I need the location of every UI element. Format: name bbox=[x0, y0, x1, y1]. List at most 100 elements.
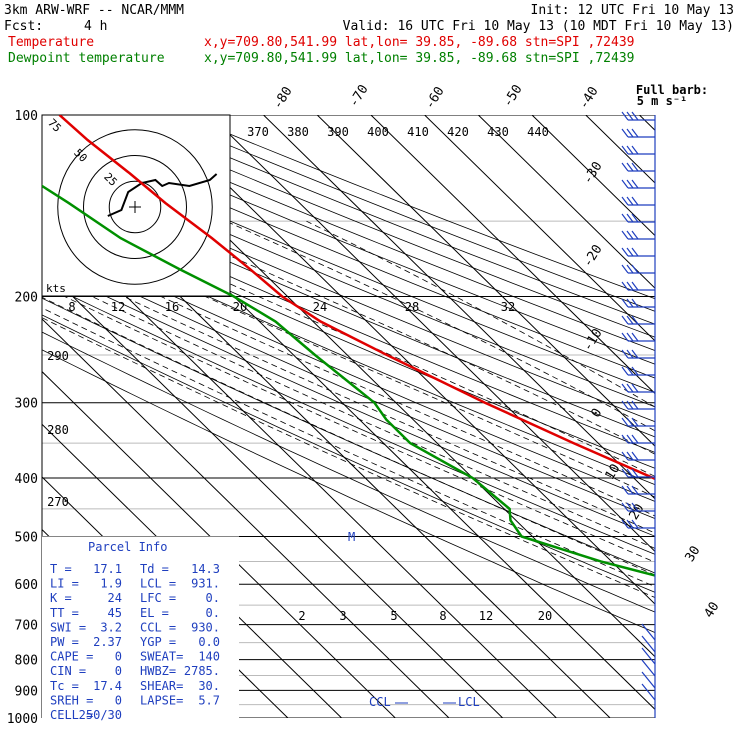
mixing-ratio-label: 24 bbox=[313, 300, 327, 314]
parcel-value: 0. bbox=[206, 606, 220, 620]
wind-barb-flag bbox=[631, 247, 639, 257]
wind-barb-flag bbox=[626, 213, 634, 223]
parcel-value: 0 bbox=[115, 664, 122, 678]
wind-barb-low bbox=[641, 623, 656, 641]
wind-barb-flag bbox=[631, 434, 639, 444]
pressure-tick-label: 300 bbox=[15, 397, 38, 412]
wind-barb-flag bbox=[626, 111, 634, 121]
dry-adiabat bbox=[42, 115, 655, 718]
parcel-label: SREH = bbox=[50, 693, 93, 707]
parcel-label: Td = bbox=[140, 562, 169, 576]
parcel-label: LCL = bbox=[140, 577, 176, 591]
wind-barb-flag bbox=[626, 298, 634, 308]
pressure-tick-label: 100 bbox=[15, 109, 38, 124]
wind-barb-flag bbox=[631, 230, 639, 240]
parcel-label: CELL = bbox=[50, 708, 93, 722]
parcel-value: 30. bbox=[198, 679, 220, 693]
wind-barb-flag bbox=[631, 128, 639, 138]
dry-adiabat bbox=[42, 115, 655, 718]
dry-adiabat bbox=[42, 115, 655, 718]
temperature-tick-label: 40 bbox=[702, 600, 723, 621]
wind-barb-flag bbox=[626, 281, 634, 291]
theta-label: 440 bbox=[527, 125, 549, 139]
wind-barb-flag bbox=[621, 332, 629, 342]
parcel-label: LAPSE= bbox=[140, 693, 183, 707]
temperature-profile bbox=[58, 115, 655, 715]
valid-time: Valid: 16 UTC Fri 10 May 13 (10 MDT Fri … bbox=[343, 19, 734, 34]
low-theta-label: 280 bbox=[47, 423, 69, 437]
parcel-value: 17.1 bbox=[93, 562, 122, 576]
pressure-tick-label: 800 bbox=[15, 654, 38, 669]
wind-barb-flag bbox=[631, 111, 639, 121]
parcel-label: HWBZ= bbox=[140, 664, 176, 678]
model-title: 3km ARW-WRF -- NCAR/MMM bbox=[4, 3, 184, 18]
parcel-info-box: Parcel Info T = 17.1 Td = 14.3 LI = 1.9 LCL = 93… bbox=[42, 536, 239, 722]
wind-barb-flag bbox=[631, 298, 639, 308]
dry-adiabat bbox=[42, 115, 655, 718]
ccl-label: CCL bbox=[369, 695, 391, 709]
temperature-tick-label: -40 bbox=[576, 84, 601, 112]
wind-barb-flag bbox=[621, 179, 629, 189]
wind-barb-flag bbox=[626, 247, 634, 257]
wind-barb-flag bbox=[626, 468, 634, 478]
wind-barb-flag bbox=[631, 417, 639, 427]
hodograph-trace bbox=[107, 173, 218, 217]
wind-barb-flag bbox=[621, 128, 629, 138]
wind-barb-flag bbox=[626, 434, 634, 444]
dry-adiabat bbox=[42, 115, 655, 718]
wind-barb-flag bbox=[626, 196, 634, 206]
pressure-tick-label: 400 bbox=[15, 472, 38, 487]
parcel-value: 0 bbox=[115, 693, 122, 707]
isotherm-line bbox=[42, 115, 396, 718]
pressure-tick-label: 900 bbox=[15, 684, 38, 699]
parcel-box-bg bbox=[42, 536, 239, 718]
parcel-label: SWI = bbox=[50, 620, 86, 634]
wind-barb-flag bbox=[621, 162, 629, 172]
parcel-label: YGP = bbox=[140, 635, 176, 649]
temperature-location: x,y=709.80,541.99 lat,lon= 39.85, -89.68… bbox=[204, 35, 634, 50]
parcel-value: 45 bbox=[108, 606, 122, 620]
m-marker: M bbox=[348, 530, 355, 544]
low-mixing-ratio-label: 5 bbox=[390, 609, 397, 623]
wind-barb-flag bbox=[621, 111, 629, 121]
wind-barb-flag bbox=[631, 264, 639, 274]
parcel-value: 5.7 bbox=[198, 693, 220, 707]
parcel-value: 931. bbox=[191, 577, 220, 591]
wind-barb-flag bbox=[626, 502, 634, 512]
moist-adiabat bbox=[42, 220, 655, 718]
wind-barb-flag bbox=[631, 451, 639, 461]
dry-adiabat bbox=[42, 115, 655, 718]
wind-barb-flag bbox=[621, 349, 629, 359]
wind-barb-flag bbox=[621, 468, 629, 478]
temperature-tick-label: -60 bbox=[422, 84, 447, 112]
wind-barb-flag bbox=[626, 179, 634, 189]
pressure-tick-label: 200 bbox=[15, 291, 38, 306]
wind-barb-flag bbox=[626, 230, 634, 240]
isotherm-line bbox=[477, 115, 655, 718]
wind-barb-flag bbox=[626, 264, 634, 274]
dry-adiabat bbox=[42, 115, 655, 718]
moist-adiabat bbox=[42, 220, 655, 718]
parcel-value: 0.0 bbox=[198, 635, 220, 649]
wind-barb-flag bbox=[631, 145, 639, 155]
wind-barb-flag bbox=[621, 315, 629, 325]
parcel-value: 14.3 bbox=[191, 562, 220, 576]
wind-barb-flag bbox=[626, 451, 634, 461]
mixing-ratio-label: 12 bbox=[111, 300, 125, 314]
dewpoint-profile bbox=[42, 115, 655, 715]
hodograph-ring bbox=[108, 180, 162, 234]
wind-barb-flag bbox=[626, 519, 634, 529]
parcel-value: 2.37 bbox=[93, 635, 122, 649]
wind-barb-flag bbox=[631, 332, 639, 342]
wind-barb-flag bbox=[621, 485, 629, 495]
temperature-tick-label: 30 bbox=[683, 544, 704, 565]
wind-barb-flag bbox=[631, 162, 639, 172]
fcst-label: Fcst: bbox=[4, 19, 43, 34]
pressure-tick-label: 700 bbox=[15, 619, 38, 634]
wind-barb-flag bbox=[631, 213, 639, 223]
isotherm-line bbox=[585, 115, 655, 718]
wind-barb-flag bbox=[621, 281, 629, 291]
wind-barb-flag bbox=[631, 281, 639, 291]
mixing-ratio-label: 8 bbox=[68, 300, 75, 314]
dry-adiabat bbox=[42, 115, 655, 718]
